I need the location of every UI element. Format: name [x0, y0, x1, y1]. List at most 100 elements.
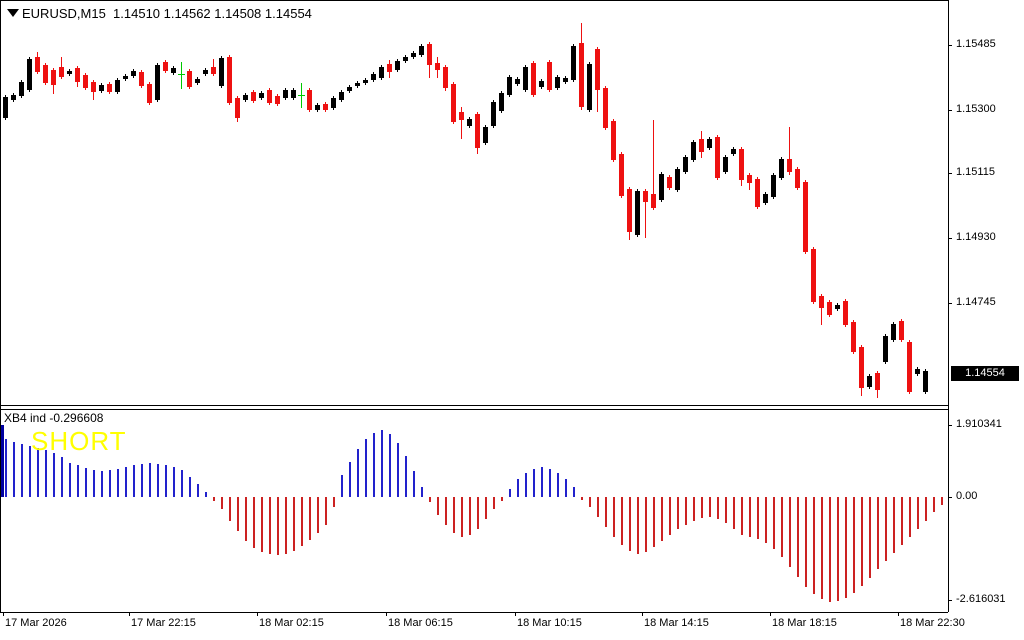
candle-body [491, 102, 496, 126]
indicator-bar [885, 497, 887, 561]
indicator-bar [677, 497, 679, 529]
indicator-bar [741, 497, 743, 535]
candle-body [27, 59, 32, 90]
indicator-bar [861, 497, 863, 586]
candle-body [515, 79, 520, 84]
indicator-bar [21, 444, 23, 497]
candle-body [267, 90, 272, 103]
indicator-bar [509, 489, 511, 497]
indicator-bar [357, 449, 359, 497]
current-price-badge: 1.14554 [951, 366, 1019, 381]
candle-body [51, 70, 56, 85]
candle-body [147, 84, 152, 103]
indicator-bar [669, 497, 671, 535]
candle-body [339, 92, 344, 100]
candle-wick [653, 120, 654, 210]
indicator-chart-canvas[interactable] [0, 409, 948, 612]
indicator-bar [557, 473, 559, 497]
candle-body [803, 182, 808, 252]
candle-body [755, 179, 760, 207]
candle-body [219, 58, 224, 86]
candle-body [59, 67, 64, 77]
candle-body [467, 119, 472, 126]
axis-price-label: 1.14745 [956, 296, 996, 308]
indicator-bar [133, 465, 135, 497]
indicator-bar [805, 497, 807, 587]
indicator-bar [285, 497, 287, 554]
indicator-bar [173, 467, 175, 497]
indicator-bar [269, 497, 271, 554]
indicator-bar [13, 442, 15, 497]
indicator-bar [437, 497, 439, 515]
indicator-bar [605, 497, 607, 527]
indicator-bar [461, 497, 463, 537]
candle-body [123, 76, 128, 79]
candle-body [531, 63, 536, 95]
candle-body [899, 321, 904, 340]
indicator-bar [165, 465, 167, 497]
candle-body [75, 68, 80, 82]
axis-tick [948, 425, 952, 426]
candle-body [851, 322, 856, 352]
indicator-bar [237, 497, 239, 531]
indicator-bar [501, 497, 503, 501]
candle-body [451, 84, 456, 122]
candle-body [843, 301, 848, 325]
ohlc-low: 1.14508 [214, 6, 262, 21]
axis-price-label: 1.15485 [956, 38, 996, 50]
indicator-bar [205, 492, 207, 497]
indicator-bar [517, 479, 519, 497]
axis-tick [948, 173, 952, 174]
indicator-bar [125, 467, 127, 497]
axis-time-label: 17 Mar 2026 [5, 617, 67, 629]
candle-body [67, 71, 72, 74]
price-axis[interactable]: 1.15485 1.15300 1.15115 1.14930 1.14745 1.910… [948, 0, 1024, 612]
symbol-ohlc-line: EURUSD,M15 1.14510 1.14562 1.14508 1.145… [22, 6, 312, 21]
indicator-bar [77, 465, 79, 497]
indicator-bar [109, 470, 111, 497]
indicator-bar [829, 497, 831, 602]
candle-body [699, 139, 704, 152]
axis-price-label: 1.910341 [956, 418, 1002, 430]
price-chart-canvas[interactable] [0, 0, 948, 405]
indicator-bar [309, 497, 311, 540]
candle-body [723, 157, 728, 172]
left-border [0, 0, 1, 612]
candle-body [331, 98, 336, 108]
axis-tick [948, 238, 952, 239]
indicator-bar [413, 471, 415, 497]
candle-wick [181, 62, 182, 89]
indicator-bar [685, 497, 687, 525]
candle-body [131, 71, 136, 76]
candle-body [283, 90, 288, 98]
main-panel-bottom-border [0, 405, 948, 406]
candle-body [539, 81, 544, 87]
axis-tick [948, 497, 952, 498]
indicator-bar [901, 497, 903, 545]
indicator-bar [253, 497, 255, 548]
chart-collapse-arrow-icon[interactable] [7, 9, 19, 17]
indicator-bar [701, 497, 703, 518]
candle-body [35, 57, 40, 72]
candle-body [835, 305, 840, 309]
time-axis[interactable]: 17 Mar 2026 17 Mar 22:15 18 Mar 02:15 18 Ma… [0, 612, 1024, 640]
indicator-bar [453, 497, 455, 533]
indicator-bar [157, 464, 159, 497]
top-border [0, 0, 948, 1]
candle-body [275, 96, 280, 104]
candle-body [307, 90, 312, 110]
axis-tick [948, 303, 952, 304]
ohlc-high: 1.14562 [163, 6, 211, 21]
right-border [948, 0, 949, 612]
candle-body [347, 87, 352, 91]
candle-body [139, 72, 144, 86]
indicator-bar [277, 497, 279, 555]
axis-tick [770, 612, 771, 616]
axis-tick [948, 45, 952, 46]
candle-body [891, 324, 896, 340]
candle-wick [461, 107, 462, 139]
axis-tick [3, 612, 4, 616]
indicator-bar [765, 497, 767, 543]
candle-body [771, 175, 776, 197]
indicator-bar [797, 497, 799, 577]
